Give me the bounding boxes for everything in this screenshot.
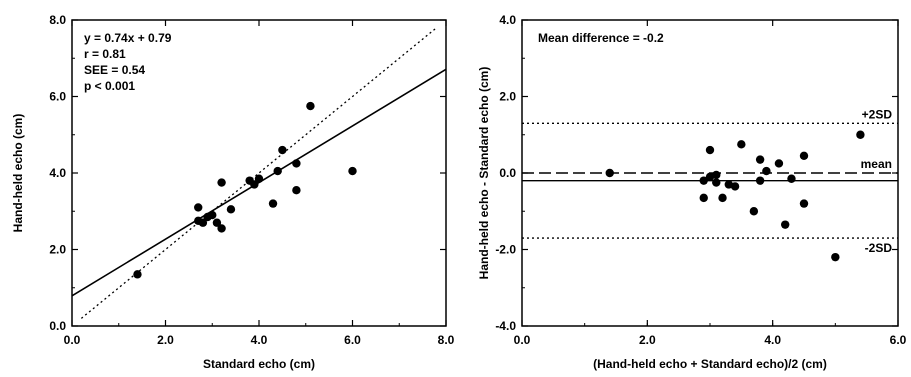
y-axis-title: Hand-held echo - Standard echo (cm) [477, 67, 491, 280]
reference-line-label: -2SD [865, 241, 893, 255]
data-point [273, 166, 282, 176]
data-point [705, 145, 715, 155]
annotation-line: SEE = 0.54 [84, 63, 145, 77]
x-tick-label: 8.0 [438, 333, 455, 347]
data-point [799, 199, 809, 208]
data-point [292, 159, 301, 168]
y-tick-label: 0.0 [49, 319, 66, 333]
data-point [799, 151, 809, 160]
data-point [831, 252, 840, 262]
data-point [198, 218, 208, 227]
y-tick-label: -2.0 [495, 243, 516, 257]
y-tick-label: 0.0 [499, 166, 516, 180]
data-point [712, 170, 721, 180]
x-tick-label: 6.0 [344, 333, 361, 347]
data-point [217, 178, 226, 187]
data-point [212, 218, 222, 227]
data-point [774, 159, 784, 168]
data-point [250, 180, 259, 189]
marks: 0.0 2.0 4.0 6.0 4.0 2.0 0.0 -2.0 -4.0 +2SD mean -2S… [495, 13, 906, 347]
y-tick-label: -4.0 [495, 319, 516, 333]
data-point [762, 166, 771, 176]
data-point [268, 199, 278, 208]
y-tick-label: 4.0 [49, 166, 66, 180]
data-point [133, 270, 142, 279]
data-point [755, 176, 765, 185]
data-point [208, 210, 217, 220]
data-point [226, 205, 236, 214]
x-tick-label: 0.0 [514, 333, 531, 347]
data-point [755, 155, 765, 164]
x-tick-label: 2.0 [639, 333, 656, 347]
x-tick-label: 6.0 [890, 333, 907, 347]
x-tick-label: 4.0 [251, 333, 268, 347]
y-tick-label: 4.0 [499, 13, 516, 27]
annotation-line: r = 0.81 [84, 47, 126, 61]
mean-difference-annotation: Mean difference = -0.2 [538, 31, 664, 45]
scatter-panel: 0.0 2.0 4.0 6.0 8.0 0.0 2.0 4.0 6.0 8.0 y = 0.74x… [11, 13, 455, 371]
x-axis-title: Standard echo (cm) [203, 357, 315, 371]
data-point [605, 168, 614, 178]
stats-annotation: y = 0.74x + 0.79 r = 0.81 SEE = 0.54 p <… [84, 31, 172, 93]
y-tick-label: 2.0 [49, 243, 66, 257]
reference-line-label: mean [861, 157, 892, 171]
bland-altman-panel: 0.0 2.0 4.0 6.0 4.0 2.0 0.0 -2.0 -4.0 +2SD mean -2S… [477, 13, 907, 371]
data-point [699, 193, 708, 203]
annotation-line: y = 0.74x + 0.79 [84, 31, 172, 45]
y-tick-label: 2.0 [499, 90, 516, 104]
y-tick-label: 8.0 [49, 13, 66, 27]
data-point [781, 220, 790, 229]
data-point [254, 174, 264, 183]
annotation-line: p < 0.001 [84, 79, 135, 93]
data-point [306, 101, 315, 111]
data-point [749, 207, 759, 216]
x-axis-title: (Hand-held echo + Standard echo)/2 (cm) [593, 357, 827, 371]
marks: 0.0 2.0 4.0 6.0 8.0 0.0 2.0 4.0 6.0 8.0 [49, 13, 454, 347]
reference-line-label: +2SD [862, 107, 893, 121]
data-point [292, 186, 301, 195]
data-point [699, 176, 708, 185]
data-point [730, 182, 740, 191]
x-tick-label: 2.0 [157, 333, 174, 347]
data-point [217, 224, 226, 233]
y-axis-title: Hand-held echo (cm) [11, 114, 25, 233]
identity-line [80, 27, 438, 319]
data-point [718, 193, 727, 203]
data-point [737, 140, 746, 149]
data-point [348, 166, 357, 176]
x-tick-label: 4.0 [764, 333, 781, 347]
y-tick-label: 6.0 [49, 90, 66, 104]
x-tick-label: 0.0 [64, 333, 81, 347]
data-point [856, 130, 865, 139]
data-point [787, 174, 796, 183]
data-point [278, 145, 287, 155]
data-point [712, 178, 721, 187]
data-point [194, 203, 203, 212]
